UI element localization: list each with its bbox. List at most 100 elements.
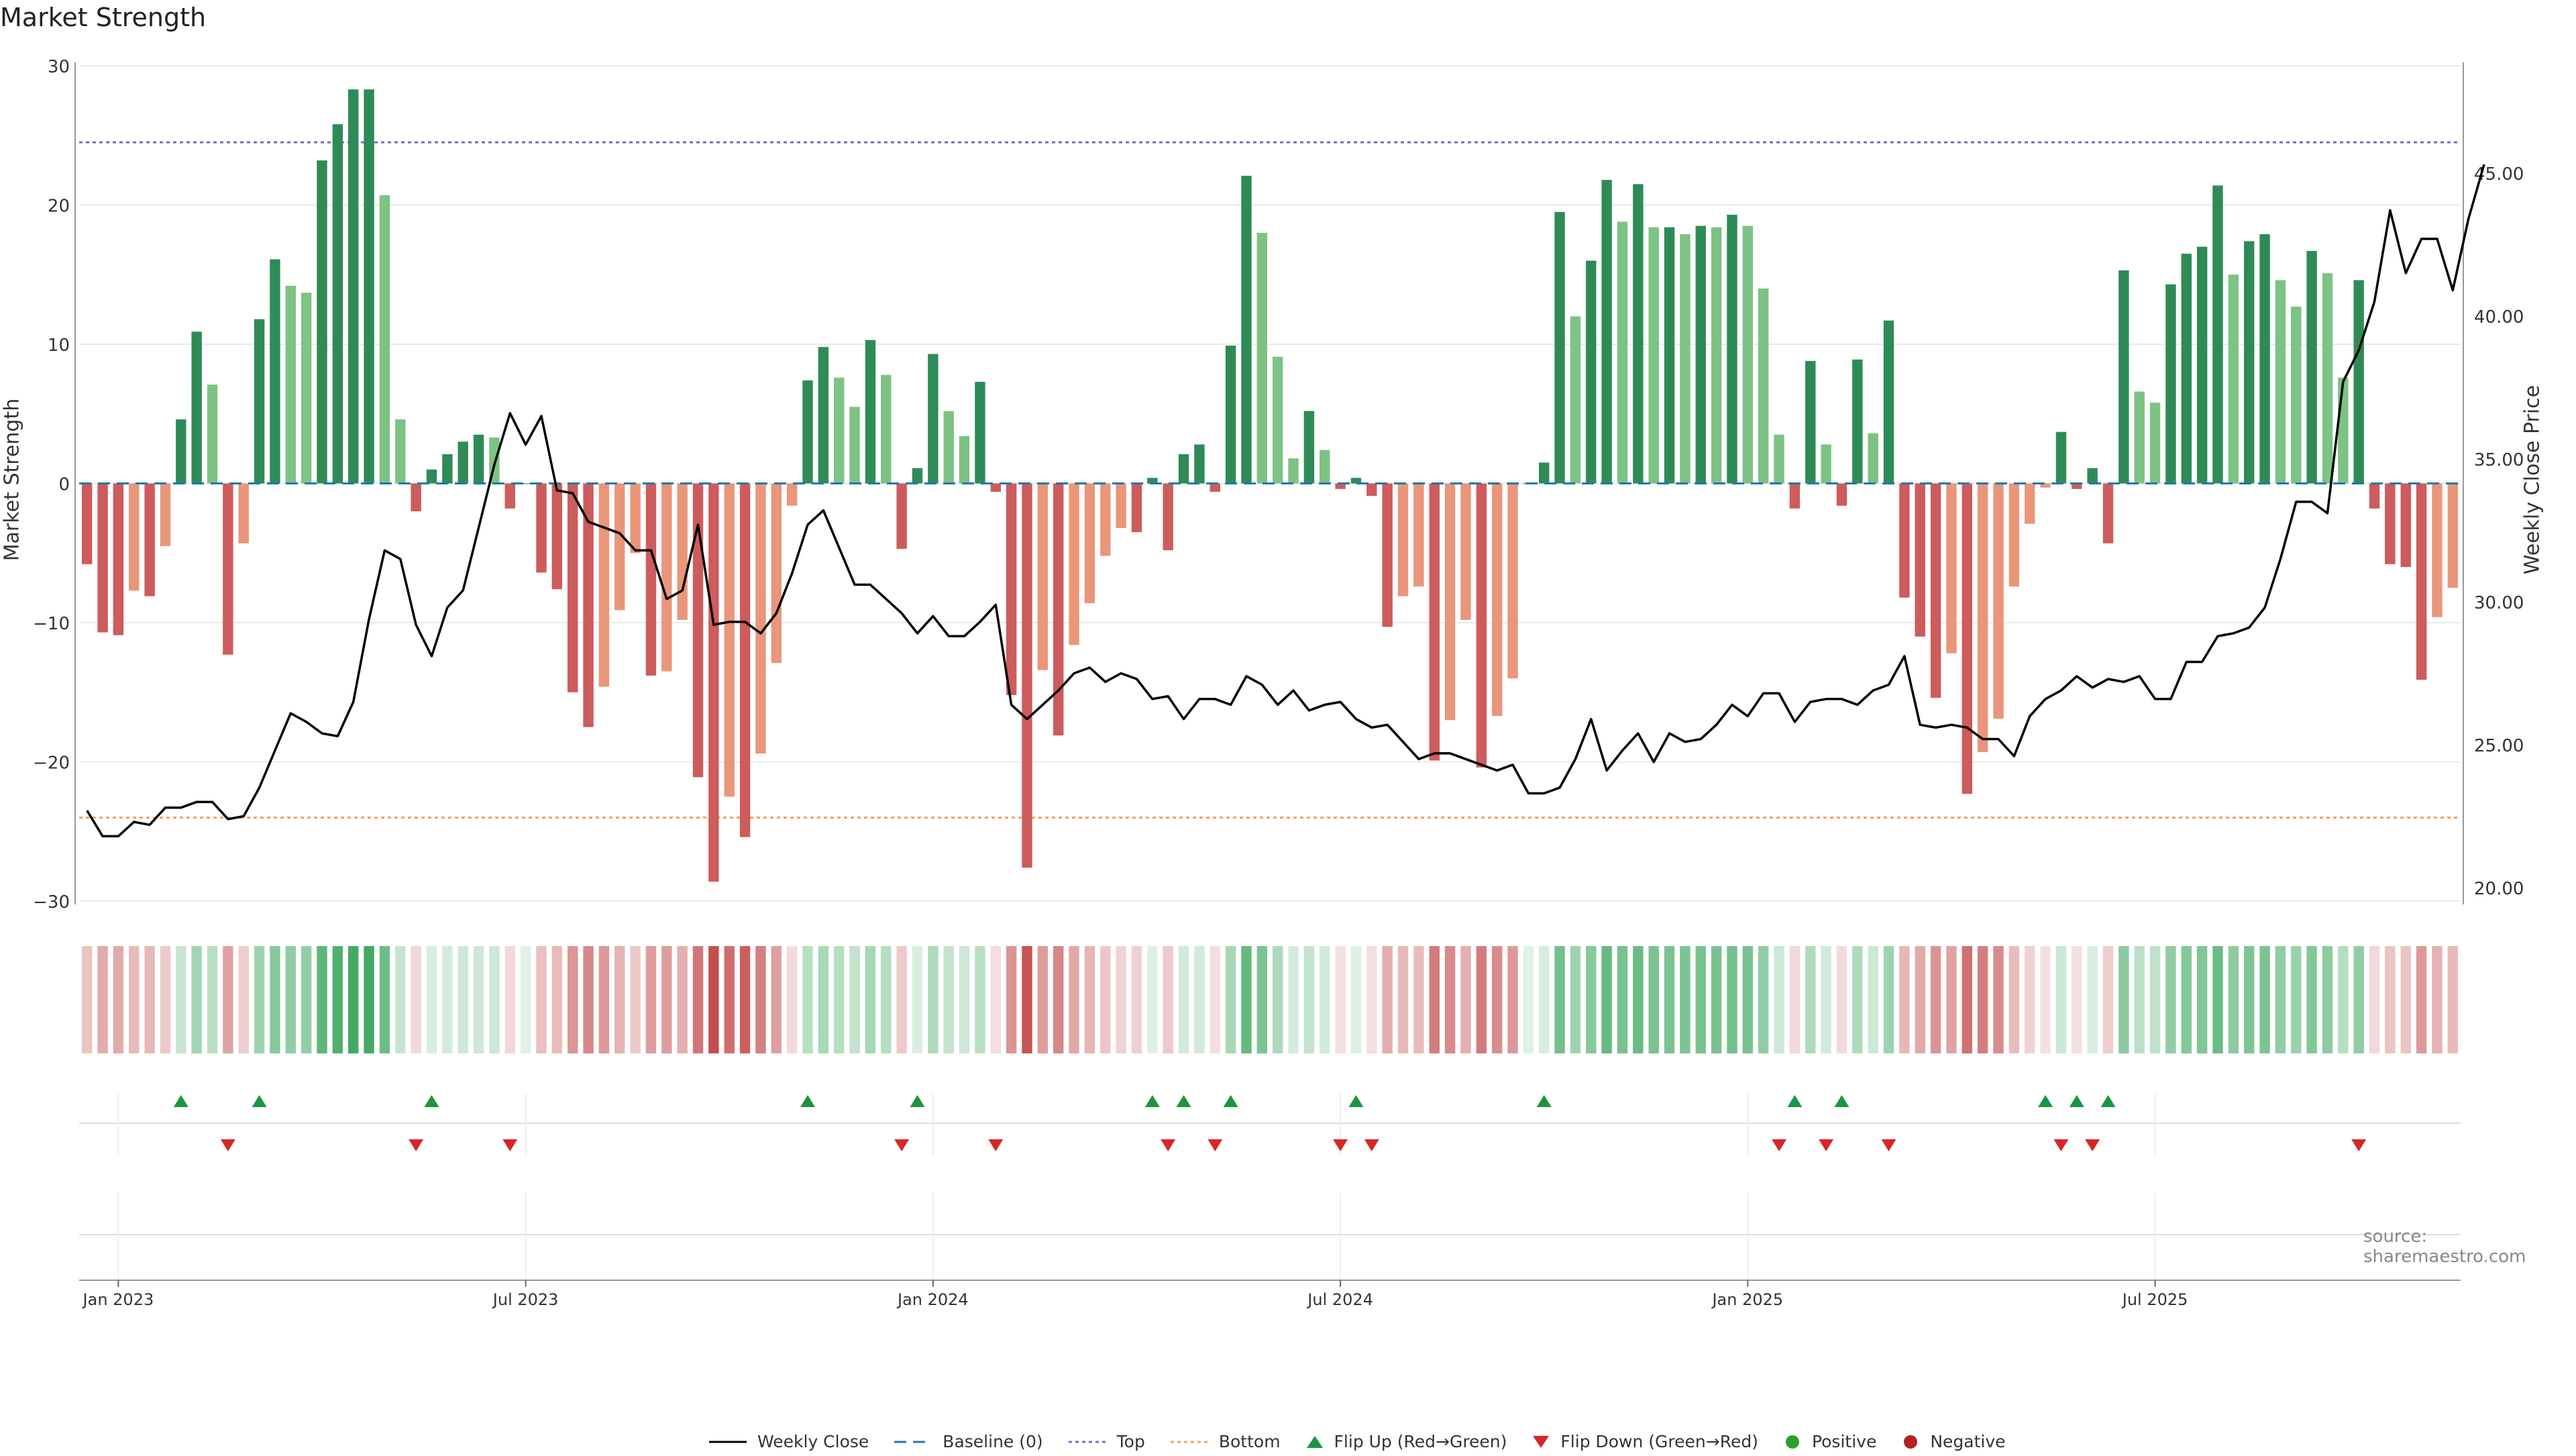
strength-bar (1429, 483, 1440, 761)
heat-strip-cell (395, 946, 406, 1053)
heat-strip-cell (677, 946, 688, 1053)
heat-strip-cell (1006, 946, 1017, 1053)
flip-down-marker (2351, 1139, 2367, 1151)
strength-bar (2181, 254, 2192, 484)
negative-dot-icon (1904, 1435, 1918, 1449)
heat-strip-cell (1680, 946, 1690, 1053)
x-tick-label: Jan 2023 (82, 1290, 154, 1309)
strength-bar (2087, 468, 2098, 484)
heat-strip-cell (2196, 946, 2208, 1053)
legend-bottom: Bottom (1169, 1432, 1281, 1451)
strength-bar (2306, 250, 2317, 484)
strength-bar (332, 124, 343, 484)
strength-bar (2322, 273, 2333, 484)
strength-bar (2102, 483, 2114, 543)
strength-bar (1617, 221, 1628, 484)
flip-up-marker (252, 1095, 267, 1107)
strength-bar (2228, 274, 2239, 484)
top-line-icon (1068, 1441, 1106, 1443)
heat-strip-cell (1194, 946, 1205, 1053)
heat-strip-cell (411, 946, 421, 1053)
strength-bar (317, 160, 327, 484)
heat-strip-cell (802, 946, 813, 1053)
strength-bar (2338, 377, 2349, 484)
heat-strip-cell (144, 946, 155, 1053)
heat-strip-cell (1899, 946, 1910, 1053)
heat-strip-cell (1852, 946, 1863, 1053)
y-right-tick-label: 30.00 (2474, 593, 2524, 613)
strength-bar (254, 319, 265, 484)
heat-strip-cell (2087, 946, 2098, 1053)
heat-strip-cell (1069, 946, 1079, 1053)
heat-strip-cell (1147, 946, 1158, 1053)
legend-baseline: Baseline (0) (893, 1432, 1043, 1451)
strength-bar (1303, 411, 1315, 484)
strength-bar (2040, 483, 2051, 488)
strength-bar (1100, 483, 1111, 556)
heat-strip-cell (1460, 946, 1471, 1053)
flip-down-marker (409, 1139, 424, 1151)
heat-strip-cell (2134, 946, 2145, 1053)
strength-bar (1915, 483, 1925, 637)
y-left-tick-label: 10 (48, 335, 70, 356)
strength-bar (1006, 483, 1017, 695)
heat-strip-cell (348, 946, 359, 1053)
strength-bar (238, 483, 249, 543)
heat-strip-cell (238, 946, 249, 1053)
heat-strip-cell (1288, 946, 1299, 1053)
strength-bar (504, 483, 515, 509)
strength-bar (567, 483, 578, 692)
heat-strip-cell (959, 946, 970, 1053)
heat-strip-cell (708, 946, 719, 1053)
flip-up-marker (2038, 1095, 2053, 1107)
heat-strip-cell (1116, 946, 1126, 1053)
flip-up-marker (173, 1095, 189, 1107)
flip-up-marker (424, 1095, 439, 1107)
heat-strip-cell (2008, 946, 2020, 1053)
heat-strip-cell (1350, 946, 1362, 1053)
heat-strip-cell (849, 946, 860, 1053)
flip-up-marker (2100, 1095, 2116, 1107)
strength-bar (129, 483, 140, 591)
strength-bar (285, 285, 297, 484)
heat-strip-cell (1648, 946, 1659, 1053)
heat-strip-cell (1429, 946, 1440, 1053)
strength-bar (1444, 483, 1456, 721)
legend-positive-label: Positive (1811, 1432, 1877, 1451)
strength-bar (1366, 483, 1377, 497)
heat-strip-cell (975, 946, 985, 1053)
strength-bar (818, 347, 829, 484)
legend-negative-label: Negative (1930, 1432, 2006, 1451)
flip-up-marker (1787, 1095, 1803, 1107)
heat-strip-cell (317, 946, 327, 1053)
strength-bar (598, 483, 610, 687)
strength-bar (943, 411, 954, 484)
heat-strip-cell (473, 946, 484, 1053)
heat-strip-cell (2291, 946, 2302, 1053)
strength-bar (755, 483, 766, 754)
strength-bar (771, 483, 782, 664)
flip-down-marker (1772, 1139, 1787, 1151)
strength-bar (1053, 483, 1064, 736)
heat-strip-cell (301, 946, 312, 1053)
strength-bar (1413, 483, 1424, 587)
strength-bar (1633, 184, 1644, 484)
strength-bar (724, 483, 735, 797)
heat-strip-cell (1664, 946, 1675, 1053)
heat-strip-cell (739, 946, 751, 1053)
heat-strip-cell (191, 946, 202, 1053)
x-tick-label: Jan 2024 (896, 1290, 969, 1309)
heat-strip-cell (2149, 946, 2161, 1053)
strength-bar (1758, 289, 1769, 484)
heat-strip-cell (2432, 946, 2443, 1053)
strength-bar (849, 407, 860, 484)
strength-bar (692, 483, 704, 778)
legend-weekly-close-label: Weekly Close (757, 1432, 869, 1451)
strength-bar (1037, 483, 1049, 670)
heat-strip-cell (2228, 946, 2239, 1053)
heat-strip-cell (614, 946, 625, 1053)
heat-strip-cell (2447, 946, 2459, 1053)
heat-strip-cell (97, 946, 108, 1053)
strength-bar (959, 435, 970, 484)
strength-bar (191, 331, 202, 484)
